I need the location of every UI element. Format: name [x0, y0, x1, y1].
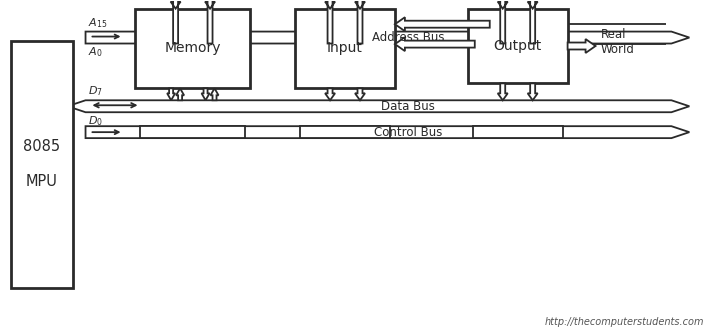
Text: Input: Input [327, 42, 363, 55]
Polygon shape [498, 83, 508, 100]
Polygon shape [67, 100, 689, 112]
Bar [300, 126, 390, 138]
Polygon shape [395, 17, 490, 31]
Polygon shape [167, 88, 175, 100]
Text: $A_{15}$: $A_{15}$ [88, 16, 107, 30]
Text: Data Bus: Data Bus [381, 100, 435, 113]
Polygon shape [325, 88, 335, 100]
Polygon shape [325, 2, 335, 44]
Bar [11, 41, 73, 288]
Bar [472, 126, 563, 138]
Bar [468, 9, 568, 83]
Polygon shape [528, 2, 538, 44]
Text: Control Bus: Control Bus [374, 126, 442, 139]
Text: $D_0$: $D_0$ [88, 114, 103, 128]
Polygon shape [210, 88, 218, 100]
Bar [141, 126, 246, 138]
Polygon shape [202, 88, 210, 100]
Polygon shape [528, 83, 538, 100]
Polygon shape [498, 2, 508, 44]
Polygon shape [85, 126, 689, 138]
Polygon shape [85, 32, 689, 44]
Polygon shape [176, 88, 184, 100]
Text: $A_0$: $A_0$ [88, 45, 102, 59]
Bar [136, 9, 250, 88]
Text: Address Bus: Address Bus [372, 31, 444, 44]
Text: Output: Output [493, 39, 542, 53]
Text: Memory: Memory [164, 42, 221, 55]
Polygon shape [355, 88, 365, 100]
Polygon shape [171, 2, 181, 44]
Text: 8085

MPU: 8085 MPU [23, 139, 60, 189]
Text: http://thecomputerstudents.com: http://thecomputerstudents.com [545, 317, 704, 327]
Text: $D_7$: $D_7$ [88, 84, 103, 98]
Text: Real
World: Real World [600, 28, 635, 56]
Bar [295, 9, 395, 88]
Polygon shape [395, 37, 475, 51]
Polygon shape [205, 2, 215, 44]
Polygon shape [355, 2, 365, 44]
Polygon shape [568, 39, 595, 53]
